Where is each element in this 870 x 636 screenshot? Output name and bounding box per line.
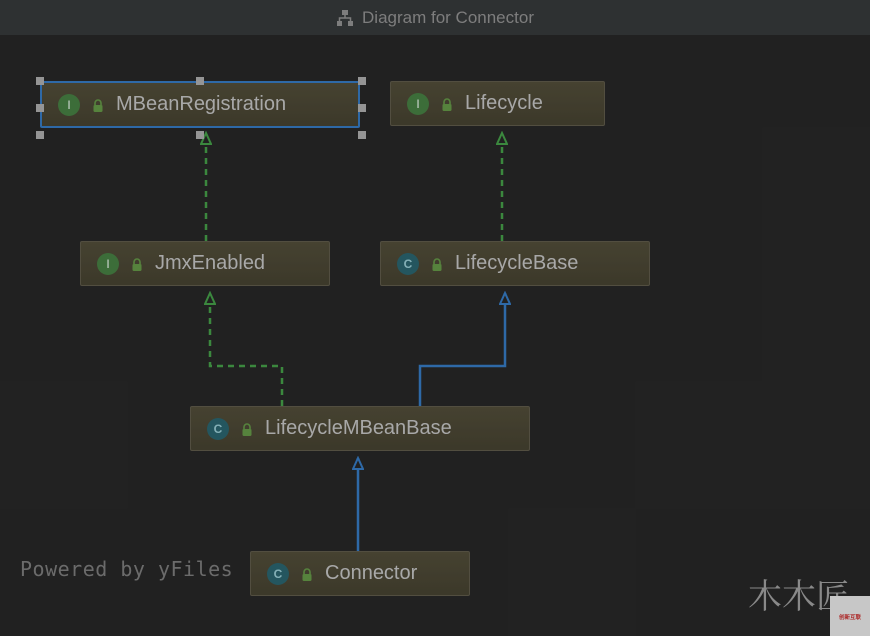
class-badge-icon: C: [207, 418, 229, 440]
node-label: Connector: [325, 562, 417, 585]
selection-handle[interactable]: [358, 131, 366, 139]
node-jmxenabled[interactable]: I JmxEnabled: [80, 241, 330, 286]
edge-lifembean-lifebase: [420, 293, 505, 406]
node-label: LifecycleBase: [455, 252, 578, 275]
node-lifebase[interactable]: C LifecycleBase: [380, 241, 650, 286]
diagram-title: Diagram for Connector: [362, 8, 534, 28]
selection-handle[interactable]: [196, 77, 204, 85]
lock-icon: [90, 97, 106, 113]
node-lifecycle[interactable]: I Lifecycle: [390, 81, 605, 126]
class-badge-icon: C: [267, 563, 289, 585]
node-label: Lifecycle: [465, 92, 543, 115]
lock-icon: [129, 256, 145, 272]
selection-handle[interactable]: [36, 104, 44, 112]
lock-icon: [439, 96, 455, 112]
lock-icon: [429, 256, 445, 272]
node-label: MBeanRegistration: [116, 93, 286, 116]
selection-handle[interactable]: [358, 77, 366, 85]
node-mbeanreg[interactable]: I MBeanRegistration: [40, 81, 360, 128]
interface-badge-icon: I: [407, 93, 429, 115]
edge-lifembean-jmxenabled: [210, 293, 282, 406]
powered-by-label: Powered by yFiles: [20, 557, 233, 581]
selection-handle[interactable]: [196, 131, 204, 139]
node-connector[interactable]: C Connector: [250, 551, 470, 596]
diagram-header: Diagram for Connector: [0, 0, 870, 36]
selection-handle[interactable]: [36, 77, 44, 85]
corner-logo: 创新互联: [830, 596, 870, 636]
hierarchy-icon: [336, 9, 354, 27]
lock-icon: [299, 566, 315, 582]
node-label: LifecycleMBeanBase: [265, 417, 452, 440]
diagram-canvas[interactable]: Powered by yFiles 木木匠 创新互联 IMBeanRegistr…: [0, 36, 870, 636]
selection-handle[interactable]: [358, 104, 366, 112]
interface-badge-icon: I: [97, 253, 119, 275]
class-badge-icon: C: [397, 253, 419, 275]
selection-handle[interactable]: [36, 131, 44, 139]
node-label: JmxEnabled: [155, 252, 265, 275]
lock-icon: [239, 421, 255, 437]
node-lifembean[interactable]: C LifecycleMBeanBase: [190, 406, 530, 451]
interface-badge-icon: I: [58, 94, 80, 116]
